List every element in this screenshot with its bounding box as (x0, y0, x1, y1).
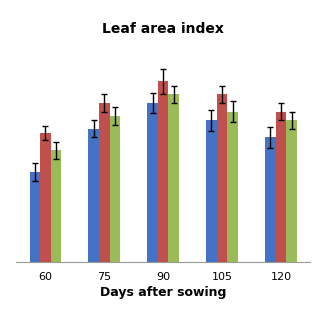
Bar (265, 138, 276, 262)
Bar (276, 112, 286, 262)
Bar (286, 120, 297, 262)
Bar (217, 94, 228, 262)
Bar (110, 116, 120, 262)
Bar (169, 94, 179, 262)
Bar (88, 129, 99, 262)
Bar (206, 120, 217, 262)
Bar (29, 172, 40, 262)
Bar (40, 133, 51, 262)
Bar (158, 82, 169, 262)
Title: Leaf area index: Leaf area index (102, 22, 224, 36)
Bar (51, 150, 61, 262)
X-axis label: Days after sowing: Days after sowing (100, 286, 226, 299)
Bar (147, 103, 158, 262)
Bar (228, 112, 238, 262)
Bar (99, 103, 110, 262)
